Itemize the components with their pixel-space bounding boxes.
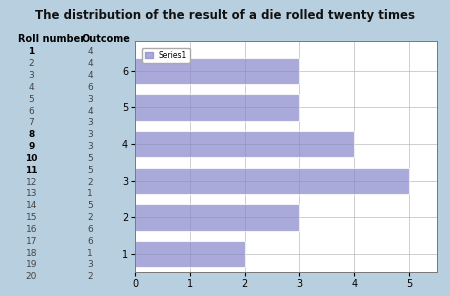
Text: 5: 5	[87, 154, 93, 163]
Text: Roll number: Roll number	[18, 34, 85, 44]
Text: 16: 16	[26, 225, 37, 234]
Bar	[135, 57, 299, 84]
Text: The distribution of the result of a die rolled twenty times: The distribution of the result of a die …	[35, 9, 415, 22]
Text: 4: 4	[29, 83, 34, 92]
Text: 1: 1	[87, 189, 93, 198]
Bar	[135, 131, 354, 157]
Text: 14: 14	[26, 201, 37, 210]
Text: 5: 5	[29, 95, 34, 104]
Bar	[135, 168, 409, 194]
Text: 3: 3	[87, 142, 93, 151]
Text: Outcome: Outcome	[81, 34, 130, 44]
Text: 6: 6	[87, 83, 93, 92]
Text: 2: 2	[87, 272, 93, 281]
Bar	[135, 94, 299, 120]
Text: 18: 18	[26, 249, 37, 258]
Text: 7: 7	[29, 118, 34, 127]
Text: 6: 6	[87, 237, 93, 246]
Text: 3: 3	[87, 130, 93, 139]
Text: 11: 11	[25, 166, 38, 175]
Text: 2: 2	[87, 213, 93, 222]
Text: 3: 3	[29, 71, 34, 80]
Text: 20: 20	[26, 272, 37, 281]
Text: 17: 17	[26, 237, 37, 246]
Text: 1: 1	[87, 249, 93, 258]
Text: 3: 3	[87, 118, 93, 127]
Text: 4: 4	[87, 107, 93, 115]
Text: 6: 6	[29, 107, 34, 115]
Text: 8: 8	[28, 130, 35, 139]
Text: 3: 3	[87, 95, 93, 104]
Text: 2: 2	[87, 178, 93, 186]
Bar	[135, 204, 299, 231]
Text: 4: 4	[87, 71, 93, 80]
Legend: Series1: Series1	[142, 48, 190, 63]
Text: 3: 3	[87, 260, 93, 269]
Text: 4: 4	[87, 47, 93, 56]
Text: 6: 6	[87, 225, 93, 234]
Text: 1: 1	[28, 47, 35, 56]
Text: 9: 9	[28, 142, 35, 151]
Bar	[135, 241, 245, 267]
Text: 5: 5	[87, 201, 93, 210]
Text: 15: 15	[26, 213, 37, 222]
Text: 10: 10	[25, 154, 38, 163]
Text: 2: 2	[29, 59, 34, 68]
Text: 19: 19	[26, 260, 37, 269]
Text: 12: 12	[26, 178, 37, 186]
Text: 5: 5	[87, 166, 93, 175]
Text: 4: 4	[87, 59, 93, 68]
Text: 13: 13	[26, 189, 37, 198]
